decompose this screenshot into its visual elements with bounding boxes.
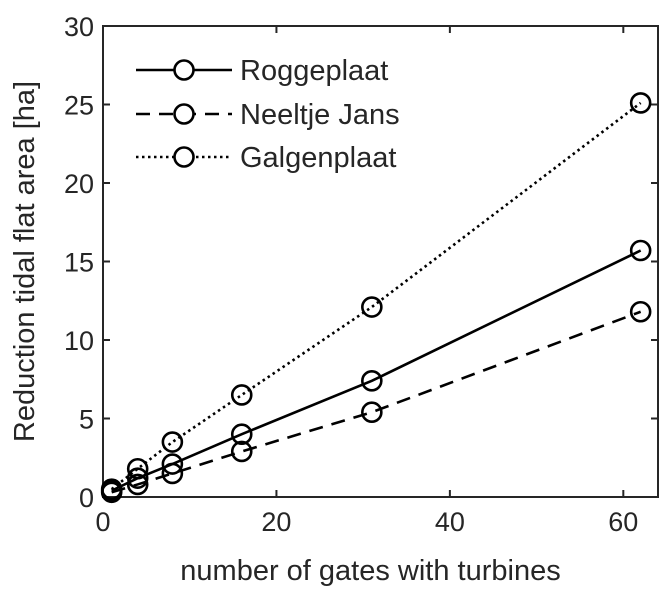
y-tick-label: 30	[64, 12, 94, 42]
legend-marker	[173, 146, 195, 168]
x-tick-label: 60	[608, 507, 638, 537]
plot-area	[102, 25, 659, 498]
x-axis: 0 20 40 60	[95, 26, 638, 537]
data-point	[629, 300, 652, 323]
legend-label: Roggeplaat	[240, 55, 388, 87]
data-point	[230, 423, 253, 446]
data-point	[161, 453, 184, 475]
data-point	[126, 473, 149, 496]
data-point	[361, 370, 383, 392]
series-line	[111, 249, 642, 492]
data-point	[161, 431, 184, 453]
y-tick-label: 10	[64, 326, 94, 356]
x-tick-label: 40	[435, 507, 465, 537]
x-tick-label: 20	[261, 507, 291, 537]
legend-label: Galgenplaat	[240, 142, 396, 174]
legend: Roggeplaat Neeltje Jans Galgenplaat	[136, 55, 400, 174]
data-point	[161, 462, 184, 485]
series-layer	[100, 92, 652, 504]
legend-marker	[173, 59, 195, 81]
data-point	[230, 384, 253, 406]
y-tick-label: 25	[64, 91, 94, 121]
data-point	[361, 401, 383, 424]
series-line	[110, 101, 642, 491]
x-tick-label: 0	[95, 507, 110, 537]
legend-label: Neeltje Jans	[240, 99, 400, 131]
y-axis-label: Reduction tidal flat area [ha]	[9, 81, 41, 442]
series-neeltje-jans	[100, 300, 652, 504]
data-point	[629, 92, 652, 114]
data-point	[100, 478, 123, 500]
data-point	[361, 296, 383, 318]
y-axis: 0 5 10 15 20 25 30	[64, 12, 658, 513]
y-tick-label: 0	[79, 483, 94, 513]
series-line	[111, 310, 642, 494]
y-tick-label: 5	[79, 405, 94, 435]
series-galgenplaat	[100, 92, 652, 500]
series-roggeplaat	[100, 239, 652, 502]
y-tick-label: 20	[64, 169, 94, 199]
data-point	[126, 467, 149, 489]
legend-marker	[173, 103, 195, 125]
data-point	[629, 239, 652, 262]
axes-frame	[102, 25, 659, 498]
data-point	[230, 440, 253, 463]
x-axis-label: number of gates with turbines	[180, 555, 560, 587]
data-point	[126, 457, 149, 480]
y-tick-label: 15	[64, 248, 94, 278]
